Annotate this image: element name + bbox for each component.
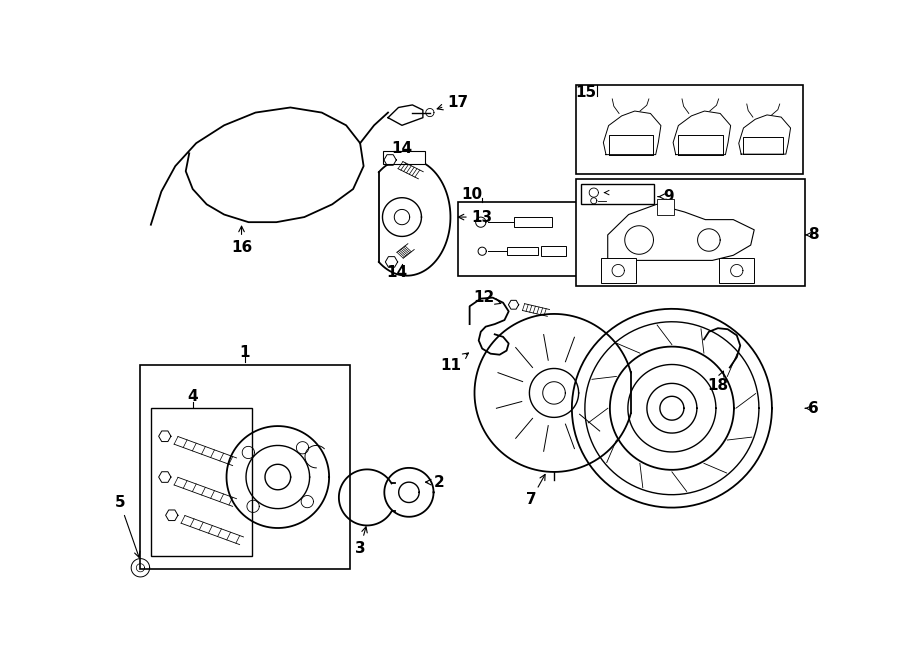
Text: 4: 4 <box>187 389 198 404</box>
Text: 6: 6 <box>806 401 819 416</box>
Text: 14: 14 <box>392 141 412 156</box>
Text: 11: 11 <box>440 353 469 373</box>
Text: 12: 12 <box>473 290 500 305</box>
Text: 18: 18 <box>707 371 728 393</box>
Text: 3: 3 <box>355 527 367 556</box>
Text: 15: 15 <box>575 85 596 100</box>
Bar <box>458 202 601 275</box>
Bar <box>542 246 566 256</box>
Bar <box>581 184 654 205</box>
Text: 16: 16 <box>231 226 252 255</box>
Bar <box>601 258 635 283</box>
Bar <box>507 247 538 256</box>
Bar <box>657 199 674 214</box>
Text: 8: 8 <box>806 228 819 242</box>
Text: 10: 10 <box>461 187 482 202</box>
Text: 14: 14 <box>386 265 408 279</box>
Text: 13: 13 <box>458 210 493 224</box>
Text: 7: 7 <box>526 475 545 507</box>
Bar <box>719 258 754 283</box>
Bar <box>576 85 803 173</box>
Bar <box>576 179 806 286</box>
Text: 17: 17 <box>437 95 468 110</box>
Bar <box>151 408 252 556</box>
Text: 9: 9 <box>658 189 674 204</box>
Bar <box>383 151 425 164</box>
Bar <box>514 217 552 227</box>
Text: 1: 1 <box>239 345 250 359</box>
Text: 5: 5 <box>114 495 140 557</box>
Bar <box>140 365 349 569</box>
Text: 2: 2 <box>426 475 444 490</box>
